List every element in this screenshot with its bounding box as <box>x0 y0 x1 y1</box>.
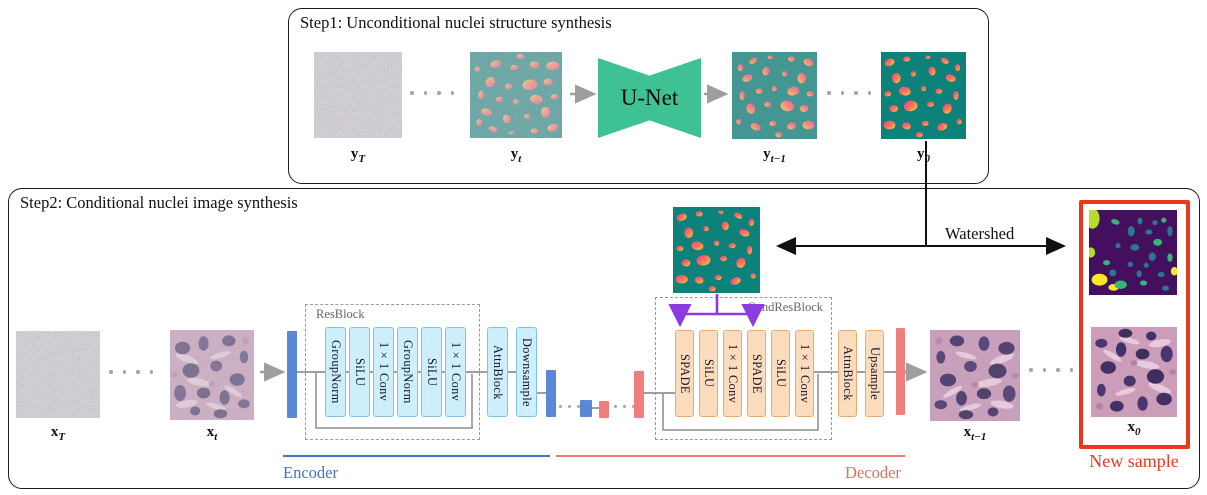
encoder-downsample: Downsample <box>516 327 537 417</box>
noisy-structure-image-yt <box>470 52 562 138</box>
label-xt: xt <box>170 424 254 443</box>
encoder-block-conv-1: 1×1 Conv <box>373 327 394 417</box>
label-xt1-base: x <box>963 424 972 440</box>
condresblock-group-label: CondResBlock <box>747 300 823 314</box>
label-xT-base: x <box>50 424 59 440</box>
encoder-block-conv-2: 1×1 Conv <box>445 327 466 417</box>
label-x0-sub: 0 <box>1135 426 1141 438</box>
label-xt-sub: t <box>214 431 218 443</box>
step2-panel <box>8 188 1200 489</box>
decoder-attnblock: AttnBlock <box>838 330 857 417</box>
step1-title: Step1: Unconditional nuclei structure sy… <box>300 13 612 32</box>
label-xt-base: x <box>206 424 215 440</box>
encoder-attnblock: AttnBlock <box>487 327 508 417</box>
label-y0-base: y <box>917 146 925 162</box>
label-xt1: xt−1 <box>930 424 1020 443</box>
label-yt: yt <box>470 146 562 165</box>
condresblock-group-box: CondResBlock <box>655 297 832 440</box>
step1-panel <box>288 8 989 184</box>
ellipsis-dots <box>827 91 881 95</box>
decoder-underline <box>556 455 905 458</box>
encoder-section-label: Encoder <box>283 463 338 482</box>
ellipsis-dots <box>559 405 586 408</box>
ellipsis-dots <box>109 370 163 374</box>
encoder-block-groupnorm-2: GroupNorm <box>397 327 418 417</box>
denoised-structure-image-yt1 <box>732 52 817 139</box>
label-xt1-sub: t−1 <box>971 431 987 443</box>
label-yt-sub: t <box>518 153 522 165</box>
noise-image-xT <box>16 331 100 418</box>
decoder-block-conv-2: 1×1 Conv <box>795 330 814 417</box>
encoder-block-silu-2: SiLU <box>421 327 442 417</box>
label-yt1-base: y <box>763 146 771 162</box>
clean-structure-image-y0 <box>881 52 966 139</box>
ellipsis-dots <box>614 405 641 408</box>
label-x0: x0 <box>1091 419 1177 438</box>
label-xT-sub: T <box>58 431 66 443</box>
encoder-underline <box>283 455 550 458</box>
label-yT-base: y <box>350 146 359 162</box>
new-sample-label: New sample <box>1089 451 1179 471</box>
label-xT: xT <box>16 424 100 443</box>
noisy-histology-image-xt <box>170 330 254 420</box>
ellipsis-dots <box>410 91 464 95</box>
encoder-block-silu-1: SiLU <box>349 327 370 417</box>
generated-histology-image-x0 <box>1091 327 1177 417</box>
label-x0-base: x <box>1127 419 1136 435</box>
ellipsis-dots <box>1029 368 1083 372</box>
encoder-block-groupnorm-1: GroupNorm <box>325 327 346 417</box>
label-yt1-sub: t−1 <box>770 153 786 165</box>
step2-title: Step2: Conditional nuclei image synthesi… <box>20 193 298 212</box>
feature-bar-blue <box>580 400 592 417</box>
label-y0-sub: 0 <box>924 153 931 165</box>
label-yT-sub: T <box>358 153 366 165</box>
feature-bar-blue <box>287 331 297 418</box>
label-y0: y0 <box>881 146 966 165</box>
decoder-block-silu-2: SiLU <box>771 330 790 417</box>
noise-image-yT <box>314 52 402 138</box>
label-yT: yT <box>314 146 402 165</box>
decoder-upsample: Upsample <box>865 330 884 417</box>
feature-bar-salmon <box>634 371 644 418</box>
new-sample-box <box>1079 200 1190 449</box>
unet-label: U-Net <box>620 85 679 110</box>
condition-structure-image <box>673 207 760 293</box>
feature-bar-salmon <box>896 328 905 415</box>
denoised-histology-image-xt1 <box>930 330 1020 421</box>
decoder-block-silu-1: SiLU <box>699 330 718 417</box>
instance-map-image <box>1089 210 1177 295</box>
decoder-block-conv-1: 1×1 Conv <box>723 330 742 417</box>
decoder-section-label: Decoder <box>845 463 901 482</box>
label-yt1: yt−1 <box>732 146 817 165</box>
decoder-block-spade-2: SPADE <box>747 330 766 417</box>
feature-bar-blue <box>546 370 556 417</box>
label-yt-base: y <box>510 146 519 162</box>
decoder-block-spade-1: SPADE <box>675 330 694 417</box>
feature-bar-salmon <box>599 401 609 418</box>
resblock-group-label: ResBlock <box>316 307 365 321</box>
